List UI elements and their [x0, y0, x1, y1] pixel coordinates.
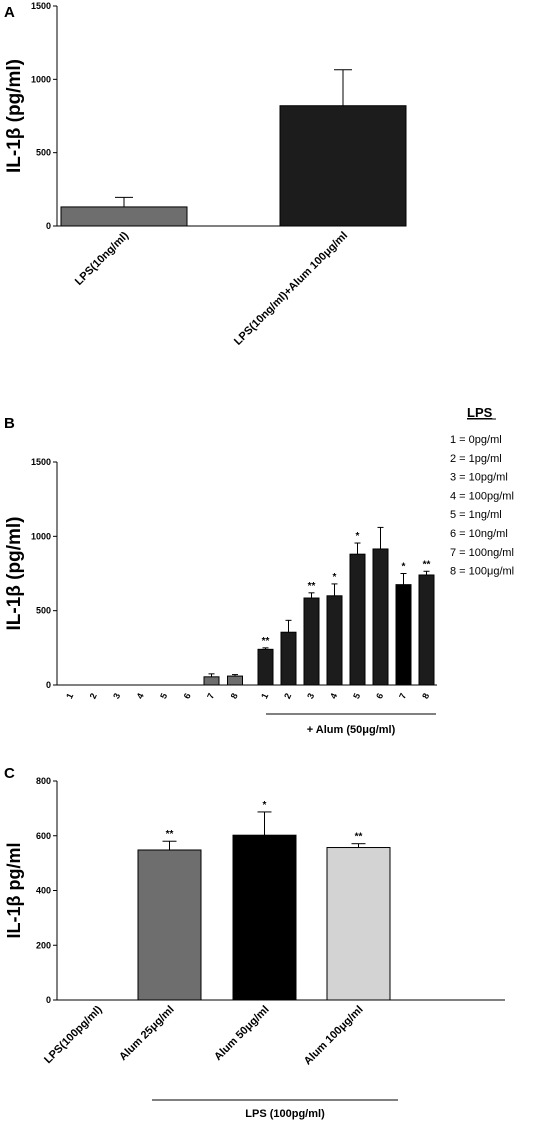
legend-item: 1 = 0pg/ml — [450, 434, 502, 446]
bar — [137, 849, 202, 1001]
x-tick-label: 7 — [205, 692, 216, 701]
legend-item: 8 = 100μg/ml — [450, 566, 514, 578]
panel-letter: A — [4, 4, 15, 21]
x-tick-label: Alum 50μg/ml — [212, 1004, 271, 1063]
bar — [418, 574, 435, 686]
x-tick-label: LPS(100pg/ml) — [42, 1003, 105, 1066]
y-tick-label: 400 — [36, 886, 51, 896]
significance-label: * — [263, 800, 267, 811]
bar — [257, 648, 274, 686]
legend-item: 4 = 100pg/ml — [450, 490, 514, 502]
x-tick-label: 1 — [259, 692, 270, 701]
significance-label: ** — [262, 636, 270, 647]
y-axis-label: IL-1β pg/ml — [4, 843, 24, 939]
x-tick-label: 6 — [374, 692, 385, 701]
legend-item: 7 = 100ng/ml — [450, 547, 514, 559]
significance-label: ** — [355, 832, 363, 843]
y-tick-label: 1000 — [31, 531, 51, 541]
bar — [227, 675, 243, 686]
significance-label: ** — [308, 581, 316, 592]
y-tick-label: 0 — [46, 221, 51, 231]
x-tick-label: 5 — [351, 692, 362, 701]
x-tick-label: 5 — [158, 692, 169, 701]
x-tick-label: LPS(10ng/ml)+Alum 100μg/ml — [232, 230, 350, 348]
bar — [395, 584, 412, 686]
group-label: + Alum (50μg/ml) — [307, 724, 396, 736]
significance-label: ** — [166, 829, 174, 840]
y-tick-label: 200 — [36, 940, 51, 950]
y-tick-label: 500 — [36, 148, 51, 158]
x-tick-label: Alum 25μg/ml — [117, 1004, 176, 1063]
bar — [280, 631, 297, 686]
legend-item: 5 = 1ng/ml — [450, 509, 502, 521]
x-tick-label: 3 — [305, 692, 316, 701]
group-label: LPS (100pg/ml) — [245, 1108, 325, 1120]
legend-item: 2 = 1pg/ml — [450, 453, 502, 465]
legend-title: LPS — [467, 405, 493, 420]
y-axis-label: IL-1β (pg/ml) — [4, 59, 25, 173]
x-tick-label: 6 — [182, 692, 193, 701]
x-tick-label: 8 — [229, 692, 240, 701]
bar — [303, 597, 320, 686]
x-tick-label: 4 — [135, 692, 146, 701]
x-tick-label: 3 — [111, 692, 122, 701]
y-tick-label: 600 — [36, 831, 51, 841]
y-tick-label: 1500 — [31, 1, 51, 11]
panel-letter: B — [4, 415, 15, 432]
legend-item: 3 = 10pg/ml — [450, 472, 508, 484]
y-tick-label: 0 — [46, 680, 51, 690]
y-tick-label: 800 — [36, 776, 51, 786]
bar — [232, 834, 297, 1001]
x-tick-label: 4 — [328, 692, 339, 701]
x-tick-label: LPS(10ng/ml) — [73, 229, 131, 287]
x-tick-label: 2 — [282, 692, 293, 701]
x-tick-label: 8 — [420, 692, 431, 701]
bar — [326, 847, 391, 1001]
bar — [349, 553, 366, 686]
bar — [372, 548, 389, 686]
significance-label: * — [402, 562, 406, 573]
y-axis-label: IL-1β (pg/ml) — [4, 517, 25, 631]
panel-letter: C — [4, 765, 15, 782]
bar — [279, 105, 407, 227]
x-tick-label: 1 — [64, 692, 75, 701]
y-tick-label: 500 — [36, 606, 51, 616]
y-tick-label: 0 — [46, 995, 51, 1005]
bar — [326, 595, 343, 686]
y-tick-label: 1500 — [31, 457, 51, 467]
significance-label: * — [356, 531, 360, 542]
x-tick-label: 2 — [88, 692, 99, 701]
x-tick-label: Alum 100μg/ml — [302, 1004, 366, 1068]
significance-label: ** — [423, 559, 431, 570]
bar — [60, 206, 188, 227]
bar — [203, 676, 220, 686]
y-tick-label: 1000 — [31, 74, 51, 84]
legend-item: 6 = 10ng/ml — [450, 528, 508, 540]
x-tick-label: 7 — [397, 692, 408, 701]
significance-label: * — [333, 572, 337, 583]
